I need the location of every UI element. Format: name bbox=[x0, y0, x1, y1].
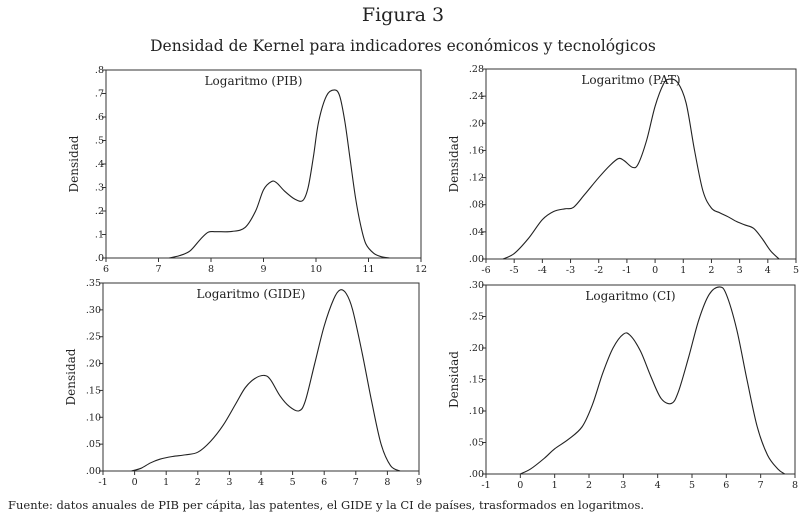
x-tick-label: 8 bbox=[384, 477, 390, 488]
y-tick-label: .6 bbox=[95, 112, 104, 123]
y-tick-label: .30 bbox=[86, 305, 101, 316]
y-tick-label: .05 bbox=[469, 438, 484, 449]
x-tick-label: 8 bbox=[792, 480, 798, 491]
y-tick-label: .24 bbox=[469, 91, 484, 102]
y-axis-label: Densidad bbox=[447, 351, 461, 408]
y-tick-label: .8 bbox=[95, 65, 104, 76]
x-tick-label: 4 bbox=[765, 265, 771, 276]
y-tick-label: .2 bbox=[95, 206, 104, 217]
y-tick-label: .35 bbox=[86, 278, 101, 289]
panel-title: Logaritmo (PAT) bbox=[581, 73, 680, 87]
x-tick-label: 3 bbox=[226, 477, 232, 488]
y-tick-label: .12 bbox=[469, 173, 484, 184]
x-tick-label: -6 bbox=[481, 265, 490, 276]
x-tick-label: 0 bbox=[132, 477, 138, 488]
x-tick-label: 5 bbox=[290, 477, 296, 488]
x-tick-label: 9 bbox=[416, 477, 422, 488]
x-tick-label: 10 bbox=[310, 264, 322, 275]
y-tick-label: .15 bbox=[469, 375, 484, 386]
chart-panel-1: 6 7 8 9 10 11 12 .0 .1 .2 .3 .4 .5 .6 .7 .8 Logaritmo (P… bbox=[67, 65, 427, 275]
y-tick-label: .00 bbox=[86, 466, 101, 477]
x-tick-label: 2 bbox=[195, 477, 201, 488]
y-tick-label: .4 bbox=[95, 159, 104, 170]
x-tick-label: 7 bbox=[155, 264, 161, 275]
y-axis-label: Densidad bbox=[64, 348, 78, 405]
y-tick-label: .25 bbox=[86, 332, 101, 343]
y-tick-label: .28 bbox=[469, 64, 484, 75]
density-curve bbox=[502, 78, 780, 260]
x-tick-label: 5 bbox=[689, 480, 695, 491]
y-tick-label: .20 bbox=[86, 359, 101, 370]
y-tick-label: .25 bbox=[469, 312, 484, 323]
x-tick-label: 1 bbox=[163, 477, 169, 488]
x-tick-label: 1 bbox=[680, 265, 686, 276]
chart-panel-3: -1 0 1 2 3 4 5 6 7 8 9 .00 .05 .10 .15 .20 .25 .30 .35 Loga… bbox=[64, 278, 422, 488]
y-tick-label: .7 bbox=[95, 89, 104, 100]
y-tick-label: .00 bbox=[469, 254, 484, 265]
x-tick-label: -4 bbox=[538, 265, 547, 276]
figure-label: Figura 3 bbox=[361, 4, 445, 26]
x-tick-label: 6 bbox=[103, 264, 109, 275]
y-tick-label: .04 bbox=[469, 227, 484, 238]
y-tick-label: .08 bbox=[469, 200, 484, 211]
x-tick-label: 7 bbox=[353, 477, 359, 488]
panel-title: Logaritmo (PIB) bbox=[205, 74, 303, 88]
source-note: Fuente: datos anuales de PIB per cápita,… bbox=[8, 498, 645, 512]
x-tick-label: 0 bbox=[652, 265, 658, 276]
x-tick-label: 3 bbox=[737, 265, 743, 276]
x-tick-label: 2 bbox=[708, 265, 714, 276]
panel-title: Logaritmo (GIDE) bbox=[197, 287, 306, 301]
x-tick-label: 11 bbox=[362, 264, 374, 275]
density-curve bbox=[131, 289, 401, 472]
x-tick-label: -1 bbox=[481, 480, 490, 491]
y-tick-label: .16 bbox=[469, 145, 484, 156]
y-tick-label: .0 bbox=[95, 253, 104, 264]
x-tick-label: 3 bbox=[620, 480, 626, 491]
x-tick-label: 0 bbox=[517, 480, 523, 491]
x-tick-label: 8 bbox=[208, 264, 214, 275]
y-tick-label: .20 bbox=[469, 118, 484, 129]
y-tick-label: .30 bbox=[469, 280, 484, 291]
x-tick-label: 4 bbox=[655, 480, 661, 491]
y-tick-label: .15 bbox=[86, 385, 101, 396]
y-tick-label: .1 bbox=[95, 230, 104, 241]
y-tick-label: .5 bbox=[95, 136, 104, 147]
plot-frame bbox=[105, 69, 422, 259]
x-tick-label: 6 bbox=[321, 477, 327, 488]
x-tick-label: 4 bbox=[258, 477, 264, 488]
y-axis-label: Densidad bbox=[67, 135, 81, 192]
y-tick-label: .10 bbox=[86, 412, 101, 423]
chart-panel-4: -1 0 1 2 3 4 5 6 7 8 .00 .05 .10 .15 .20 .25 .30 Logaritm… bbox=[447, 280, 798, 491]
x-tick-label: 2 bbox=[586, 480, 592, 491]
x-tick-label: -5 bbox=[510, 265, 519, 276]
x-tick-label: 7 bbox=[758, 480, 764, 491]
y-axis-label: Densidad bbox=[447, 135, 461, 192]
x-tick-label: 1 bbox=[552, 480, 558, 491]
y-tick-label: .00 bbox=[469, 469, 484, 480]
density-curve bbox=[168, 89, 390, 259]
plot-frame bbox=[485, 284, 796, 475]
plot-frame bbox=[102, 282, 420, 472]
panel-title: Logaritmo (CI) bbox=[585, 289, 675, 303]
plot-frame bbox=[485, 68, 797, 260]
x-tick-label: 9 bbox=[260, 264, 266, 275]
x-tick-label: -2 bbox=[594, 265, 603, 276]
density-curve bbox=[520, 286, 786, 475]
x-tick-label: -1 bbox=[98, 477, 107, 488]
x-tick-label: 5 bbox=[793, 265, 799, 276]
x-tick-label: -3 bbox=[566, 265, 575, 276]
y-tick-label: .20 bbox=[469, 343, 484, 354]
chart-panel-2: -6 -5 -4 -3 -2 -1 0 1 2 3 4 5 .00 .04 .08 .12 .16 .20 .24.… bbox=[447, 64, 799, 276]
y-tick-label: .10 bbox=[469, 406, 484, 417]
x-tick-label: 12 bbox=[415, 264, 427, 275]
x-tick-label: -1 bbox=[622, 265, 631, 276]
y-tick-label: .05 bbox=[86, 439, 101, 450]
y-tick-label: .3 bbox=[95, 183, 104, 194]
figure-title: Densidad de Kernel para indicadores econ… bbox=[150, 37, 656, 55]
x-tick-label: 6 bbox=[723, 480, 729, 491]
